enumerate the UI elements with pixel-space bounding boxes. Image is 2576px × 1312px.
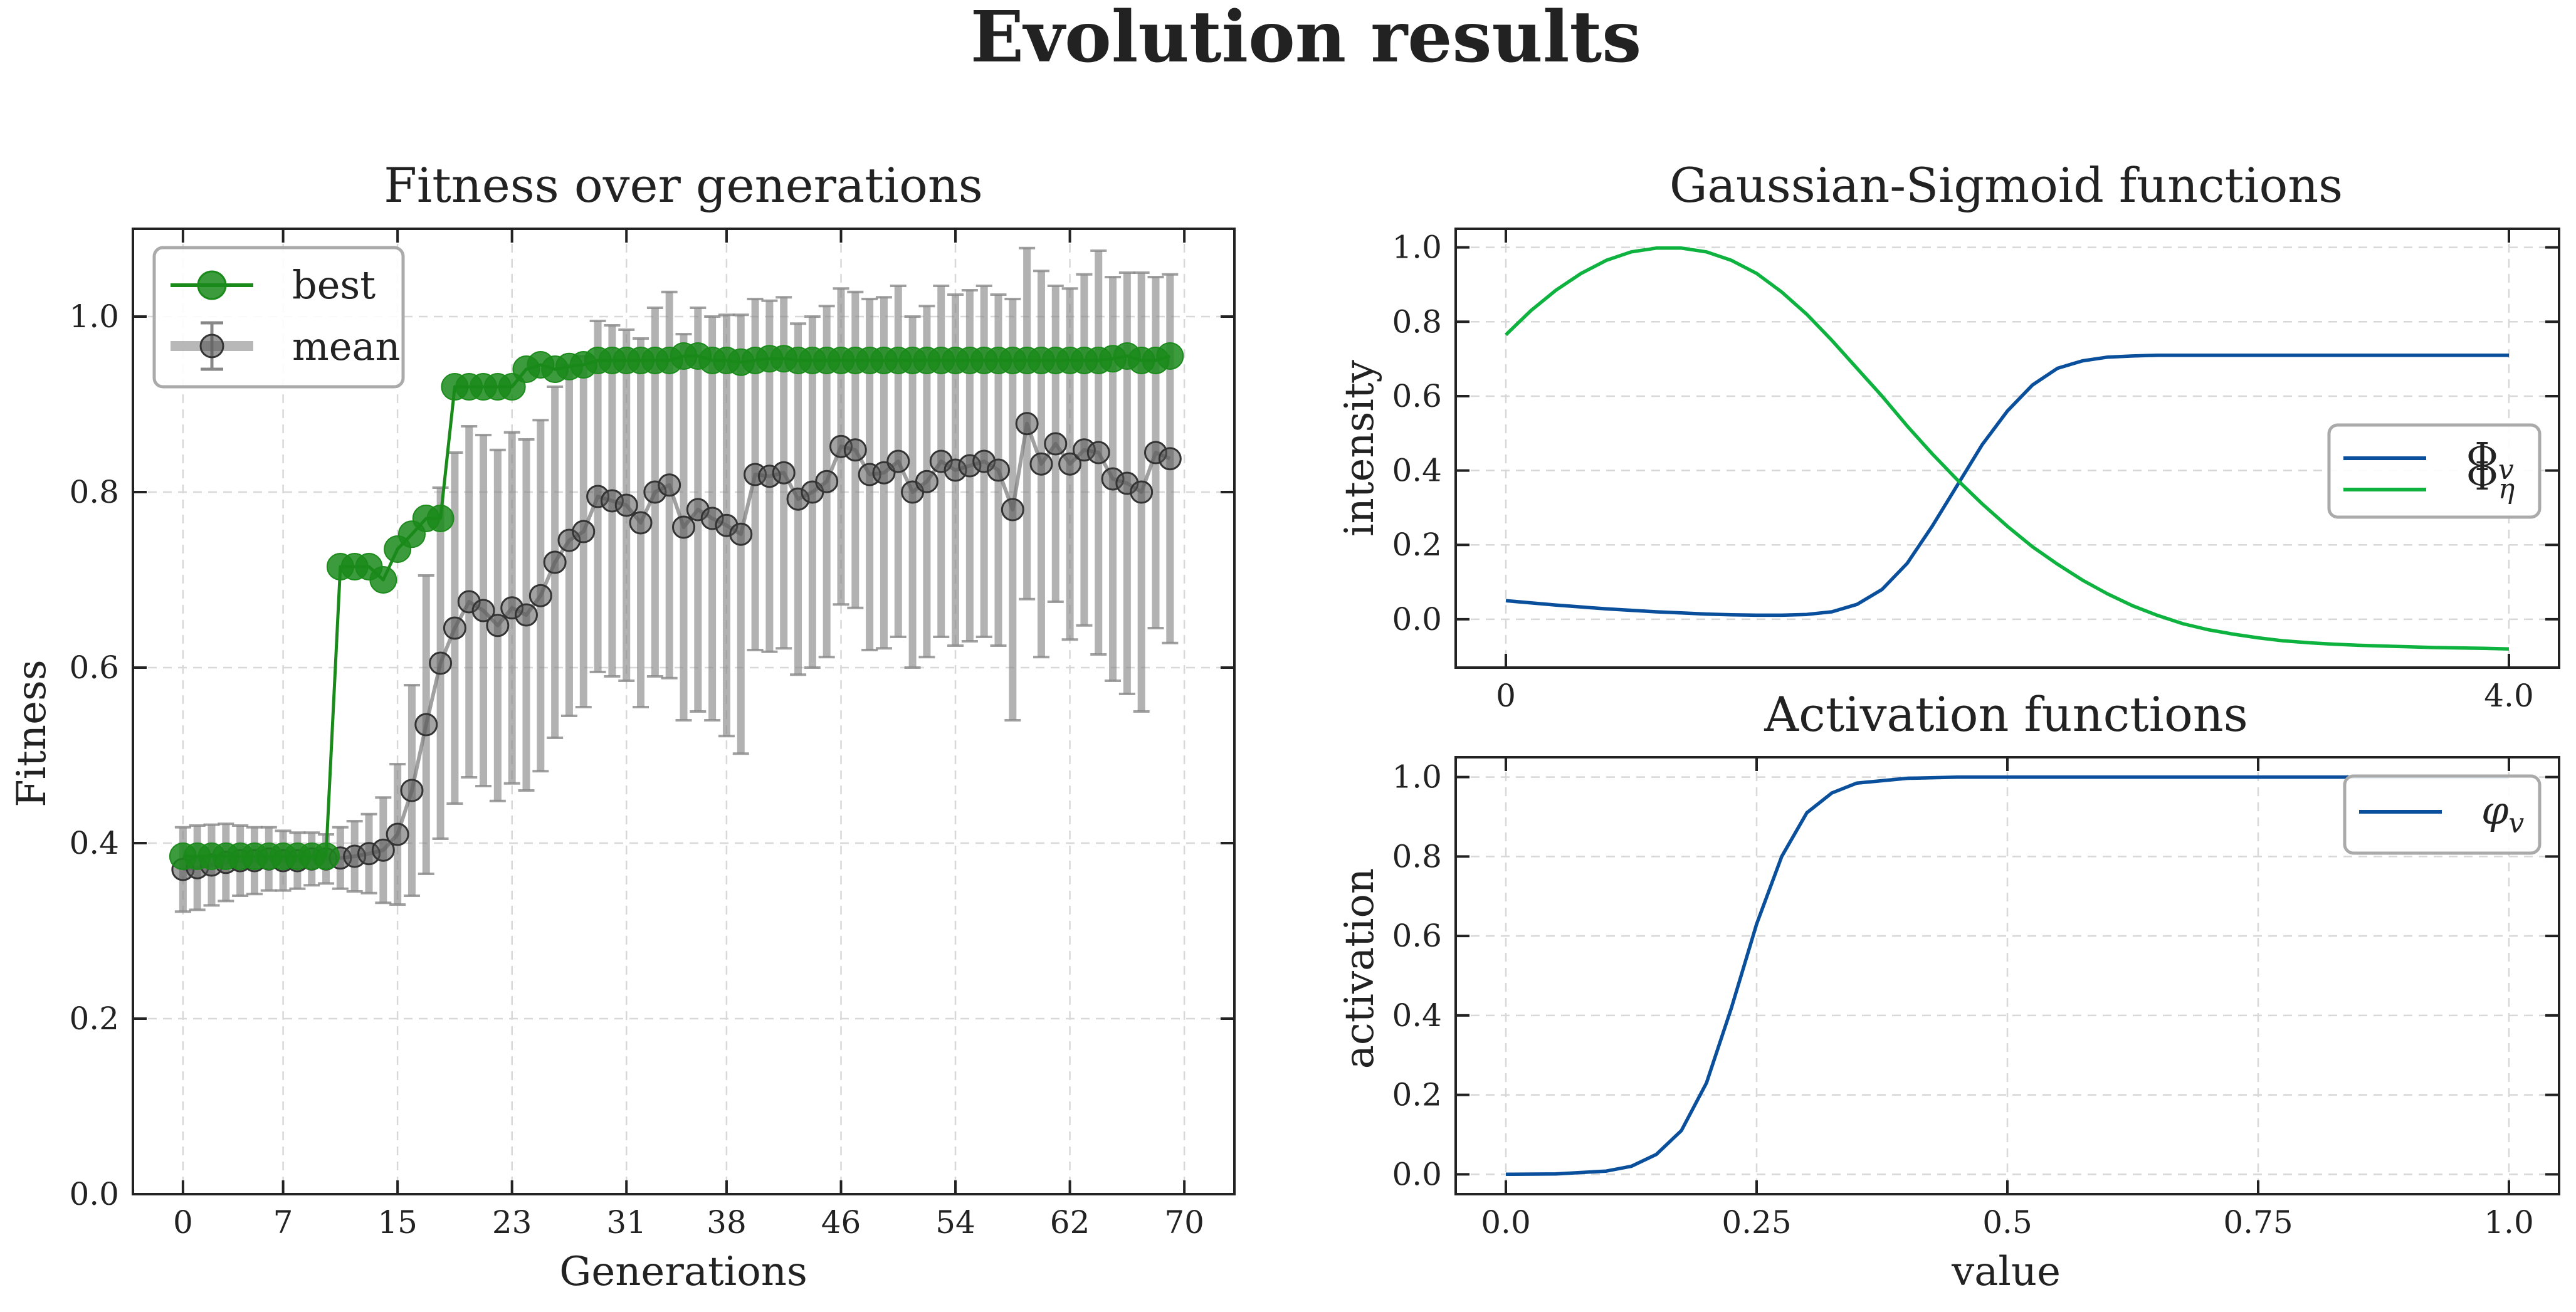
activation-legend: φv (2343, 774, 2542, 855)
best-point (312, 842, 340, 870)
fitness-legend: best mean (152, 246, 405, 389)
fitness-plot-frame (132, 228, 1236, 1195)
p1-x-tick-label: 0 (173, 1204, 193, 1241)
legend-mean-label: mean (292, 323, 400, 369)
best-point (426, 505, 455, 532)
p3-y-tick-label: 0.8 (1392, 838, 1442, 874)
p3-y-tick-label: 1.0 (1392, 759, 1442, 795)
gaussian-panel: Gaussian-Sigmoid functions intensity 0 4.… (1337, 157, 2560, 714)
mean-point (1130, 480, 1154, 504)
mean-point (729, 522, 753, 546)
mean-point (543, 550, 567, 574)
p3-x-tick-label: 0.0 (1481, 1204, 1531, 1241)
gaussian-legend-box (2327, 423, 2542, 519)
p3-y-tick-label: 0.6 (1392, 918, 1442, 954)
p3-x-tick-label: 1.0 (2484, 1204, 2534, 1241)
p3-x-tick-label: 0.75 (2223, 1204, 2293, 1241)
activation-legend-box (2343, 774, 2542, 855)
best-point (369, 566, 397, 594)
mean-point (386, 822, 409, 846)
best-point (1156, 342, 1184, 370)
phi-v-series-line (1505, 353, 2509, 617)
mean-point (886, 449, 910, 473)
fitness-x-axis-label: Generations (559, 1249, 807, 1295)
p1-y-tick-label: 0.0 (69, 1176, 119, 1212)
p1-x-tick-label: 38 (707, 1204, 747, 1241)
p1-x-tick-label: 31 (606, 1204, 646, 1241)
mean-point (843, 438, 867, 462)
p1-x-tick-label: 70 (1164, 1204, 1204, 1241)
mean-point (414, 713, 438, 737)
legend-best-label: best (292, 262, 376, 308)
activation-panel-title: Activation functions (1764, 686, 2247, 742)
mean-point (486, 614, 510, 638)
mean-point (572, 520, 596, 543)
mean-point (772, 461, 796, 485)
p2-x-tick-label: 4.0 (2484, 678, 2534, 714)
mean-point (528, 584, 552, 607)
mean-point (629, 511, 653, 535)
legend-phi-v-label: Φv (2466, 434, 2514, 486)
p1-x-tick-label: 62 (1050, 1204, 1090, 1241)
fitness-y-axis-label: Fitness (9, 659, 55, 807)
mean-point (915, 470, 938, 493)
p2-y-tick-label: 0.8 (1392, 303, 1442, 340)
p1-y-tick-label: 0.8 (69, 474, 119, 510)
mean-point (429, 651, 453, 675)
gaussian-panel-title: Gaussian-Sigmoid functions (1669, 157, 2343, 213)
fitness-panel: Fitness over generations Generations Fit… (9, 157, 1236, 1295)
mean-point (471, 599, 495, 622)
mean-point (1086, 441, 1110, 464)
mean-point (815, 470, 839, 493)
mean-point (672, 515, 695, 539)
activation-y-axis-label: activation (1337, 868, 1383, 1069)
activation-x-axis-label: value (1951, 1249, 2061, 1295)
p1-y-tick-label: 0.6 (69, 649, 119, 686)
p3-y-tick-label: 0.0 (1392, 1156, 1442, 1192)
p1-y-tick-label: 1.0 (69, 298, 119, 335)
mean-point (371, 838, 395, 862)
activation-plot-frame (1454, 756, 2560, 1195)
phi-eta-series-line (1505, 246, 2510, 651)
legend-best-marker-icon (197, 270, 227, 300)
mean-point (400, 779, 424, 802)
mean-point (1015, 412, 1039, 436)
gaussian-legend: Φv Φη (2327, 423, 2542, 519)
p1-x-tick-label: 15 (377, 1204, 418, 1241)
mean-point (1001, 498, 1024, 522)
mean-point (1158, 447, 1182, 471)
mean-point (658, 473, 681, 497)
p3-x-tick-label: 0.25 (1722, 1204, 1791, 1241)
gaussian-plot-frame (1454, 228, 2560, 669)
p2-y-tick-label: 0.2 (1392, 527, 1442, 563)
mean-point (1058, 452, 1082, 476)
mean-point (515, 603, 538, 627)
p2-x-tick-label: 0 (1496, 678, 1516, 714)
p1-x-tick-label: 46 (821, 1204, 861, 1241)
fitness-panel-title: Fitness over generations (384, 157, 983, 213)
p1-x-tick-label: 23 (492, 1204, 532, 1241)
mean-point (1044, 432, 1068, 456)
phi-lower-v-series-line (1505, 775, 2509, 1177)
gaussian-y-axis-label: intensity (1337, 360, 1383, 537)
p1-y-tick-label: 0.2 (69, 1000, 119, 1037)
p2-y-tick-label: 0.4 (1392, 453, 1442, 489)
p2-y-tick-label: 0.6 (1392, 378, 1442, 414)
p1-y-tick-label: 0.4 (69, 825, 119, 861)
activation-panel: Activation functions value activation 0.… (1337, 686, 2560, 1295)
p2-y-tick-label: 0.0 (1392, 601, 1442, 638)
p3-y-tick-label: 0.2 (1392, 1077, 1442, 1113)
p1-x-tick-label: 54 (935, 1204, 975, 1241)
mean-point (987, 458, 1010, 482)
p3-x-tick-label: 0.5 (1982, 1204, 2032, 1241)
p3-y-tick-label: 0.4 (1392, 997, 1442, 1034)
legend-mean-marker-icon (199, 333, 224, 359)
mean-point (1029, 452, 1053, 476)
figure-title: Evolution results (970, 0, 1642, 78)
p2-y-tick-label: 1.0 (1392, 229, 1442, 266)
mean-point (614, 493, 638, 517)
p1-x-tick-label: 7 (273, 1204, 293, 1241)
mean-point (443, 616, 466, 640)
